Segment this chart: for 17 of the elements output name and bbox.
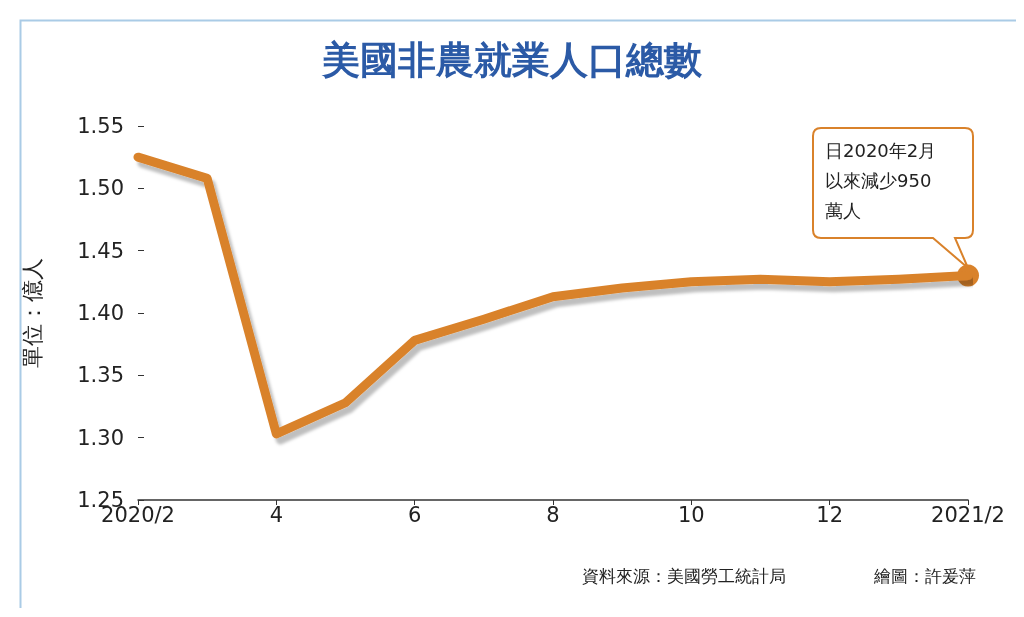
annotation: 日2020年2月以來減少950萬人 <box>825 138 938 223</box>
y-tick-label: 1.35 <box>77 363 124 388</box>
x-tick-label: 4 <box>269 502 284 527</box>
chart-title: 美國非農就業人口總數 <box>321 38 703 82</box>
x-tick-label: 12 <box>816 502 844 527</box>
x-tick-label: 2021/2 <box>931 502 1005 527</box>
y-axis-title: 單位：億人 <box>19 258 45 368</box>
source-note: 資料來源：美國勞工統計局 <box>582 565 786 586</box>
y-tick-label: 1.55 <box>77 114 124 138</box>
y-tick-label: 1.45 <box>77 238 124 263</box>
x-tick-label: 10 <box>677 502 705 527</box>
y-tick-label: 1.50 <box>77 176 124 201</box>
x-tick-label: 6 <box>407 502 422 527</box>
text: 繪圖：許爰萍 <box>873 565 976 586</box>
y-tick-label: 1.30 <box>77 425 124 450</box>
x-tick-label: 8 <box>546 502 560 527</box>
y-tick-label: 1.40 <box>77 301 124 325</box>
